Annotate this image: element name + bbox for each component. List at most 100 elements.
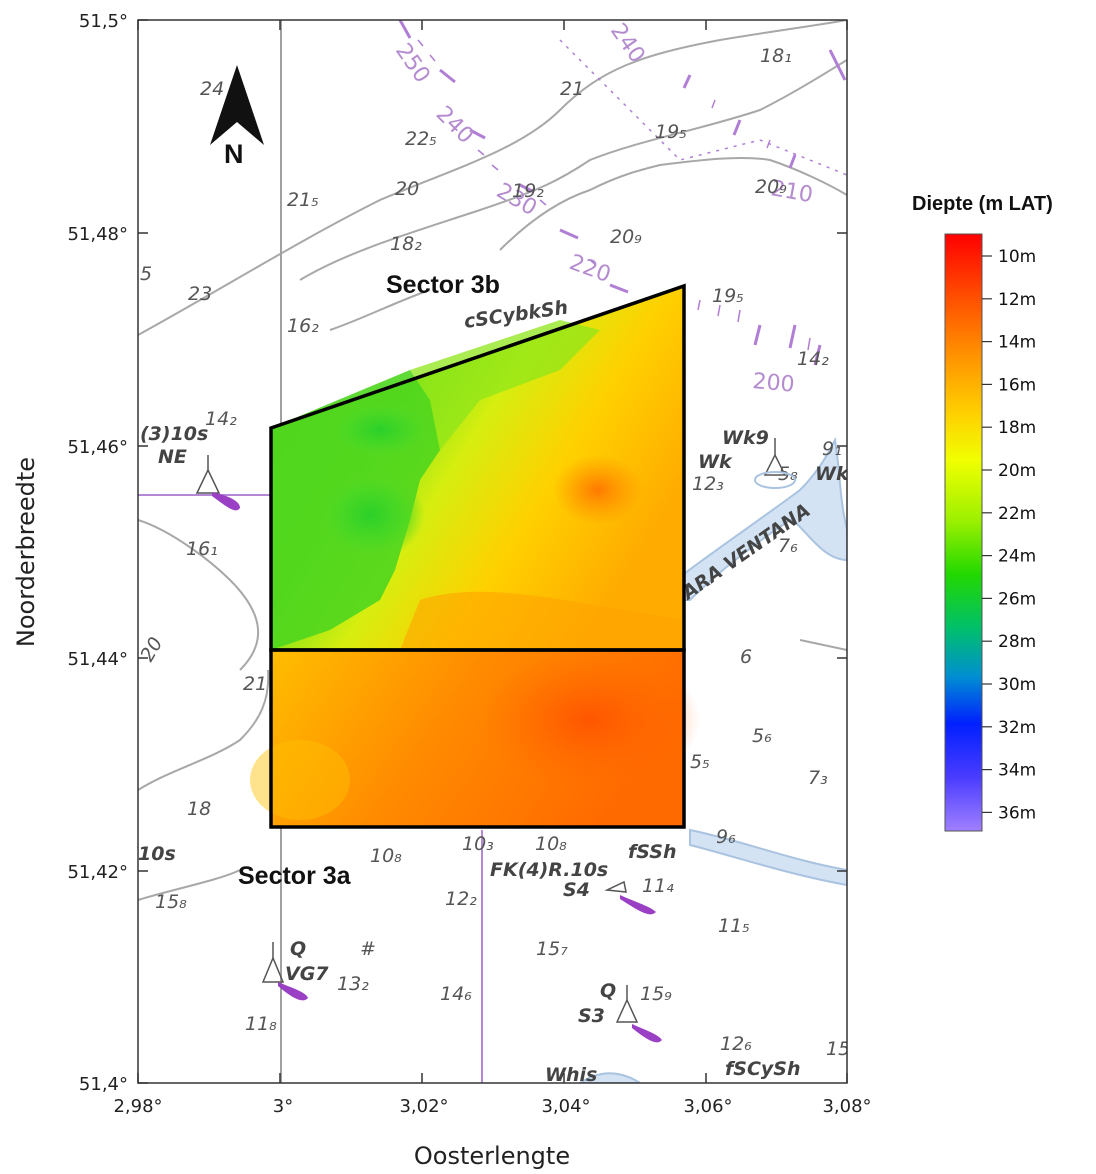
sounding: 15₉ — [640, 983, 672, 1005]
depth-soundings: 24 21 18₁ 22₅ 19₅ 20 21₅ 19₂ 20₉ 18₂ 20₉… — [138, 45, 850, 1060]
buoy-characteristic: Q — [290, 938, 306, 960]
sector-3b-label: Sector 3b — [386, 271, 500, 299]
sector-3a-label: Sector 3a — [238, 862, 352, 890]
sounding: 21 — [560, 78, 584, 100]
buoy-name: NE — [158, 446, 187, 468]
sounding: 14₂ — [797, 348, 829, 370]
legend-tick-label: 14m — [998, 333, 1036, 353]
sounding: 15 — [826, 1038, 850, 1060]
sounding: 24 — [200, 78, 224, 100]
x-axis: 2,98° 3° 3,02° 3,04° 3,06° 3,08° Oosterl… — [113, 1096, 871, 1170]
x-axis-title: Oosterlengte — [414, 1142, 570, 1170]
y-tick-label: 51,42° — [67, 862, 128, 883]
compass-rose-ticks — [398, 20, 847, 366]
buoy-icon — [261, 942, 308, 1001]
sounding: 5₅ — [690, 751, 710, 773]
sounding: 5 — [140, 263, 152, 285]
sounding: 21₅ — [287, 189, 319, 211]
wreck-label: Wk — [815, 463, 850, 485]
buoy-icon — [615, 985, 662, 1043]
compass-minor-ticks — [417, 39, 811, 351]
sounding: 9₆ — [716, 826, 736, 848]
sounding: 11₄ — [642, 875, 674, 897]
buoy-icon — [604, 880, 656, 915]
legend-tick-label: 22m — [998, 504, 1036, 524]
legend-tick-label: 32m — [998, 718, 1036, 738]
light-characteristic: (3)10s — [140, 423, 208, 445]
x-tick-label: 3,08° — [822, 1096, 871, 1117]
legend-tick-label: 20m — [998, 461, 1036, 481]
y-axis-title: Noorderbreedte — [12, 457, 40, 647]
seabed-label: fSCySh — [725, 1058, 801, 1080]
sounding: 11₅ — [718, 915, 750, 937]
depth-legend: Diepte (m LAT) 10m 12m 14m 16m 18m 20m 22m 24m 2… — [912, 193, 1053, 832]
sounding: 9₁ — [822, 438, 842, 460]
legend-tick-label: 24m — [998, 547, 1036, 567]
sounding: 21 — [243, 673, 267, 695]
sounding: 12₃ — [692, 473, 724, 495]
x-tick-label: 3° — [273, 1096, 293, 1117]
x-tick-label: 3,06° — [683, 1096, 732, 1117]
sounding: 13₂ — [337, 973, 369, 995]
sounding: 5₆ — [752, 725, 772, 747]
sounding: 19₅ — [655, 121, 687, 143]
sounding: 7₆ — [778, 535, 798, 557]
buoy-name: VG7 — [285, 963, 329, 985]
sounding: 12₂ — [445, 888, 477, 910]
wreck-label: Wk — [698, 451, 733, 473]
sounding: 6 — [740, 646, 752, 668]
wreck-hash-icon: # — [360, 938, 376, 960]
legend-tick-label: 34m — [998, 761, 1036, 781]
legend-ticks: 10m 12m 14m 16m 18m 20m 22m 24m 26m 28m 30m 32m 34m 3… — [982, 247, 1036, 823]
sounding: 23 — [188, 283, 212, 305]
sounding: 22₅ — [405, 128, 437, 150]
sounding: 20₉ — [755, 176, 787, 198]
north-label: N — [224, 139, 244, 169]
wreck-buoy-icon — [754, 438, 796, 489]
sector-3a-heatmap — [250, 650, 700, 827]
sounding: 19₂ — [512, 180, 544, 202]
x-tick-label: 2,98° — [113, 1096, 162, 1117]
sounding: 15₇ — [536, 938, 568, 960]
sounding: 7₃ — [808, 767, 828, 789]
x-tick-label: 3,04° — [541, 1096, 590, 1117]
sounding: 16₁ — [186, 538, 218, 560]
sounding: 10₈ — [535, 833, 567, 855]
legend-tick-label: 10m — [998, 247, 1036, 267]
legend-tick-label: 36m — [998, 803, 1036, 823]
legend-tick-label: 26m — [998, 589, 1036, 609]
deep-water-channel — [647, 436, 847, 601]
sounding: 10₈ — [370, 845, 402, 867]
sounding: 16₂ — [287, 315, 319, 337]
wreck-label: Wk9 — [722, 427, 769, 449]
y-tick-label: 51,5° — [79, 11, 128, 32]
map-frame — [137, 19, 848, 1084]
buoy-characteristic: FK(4)R.10s — [490, 859, 608, 881]
sounding: 20 — [395, 178, 419, 200]
sector-3b-heatmap — [271, 286, 684, 650]
depth-contours — [138, 20, 847, 901]
buoy-name: S3 — [578, 1005, 605, 1027]
legend-tick-label: 12m — [998, 290, 1036, 310]
buoy-name: S4 — [563, 879, 590, 901]
legend-tick-label: 16m — [998, 375, 1036, 395]
x-tick-label: 3,02° — [399, 1096, 448, 1117]
sounding: 15₈ — [155, 891, 187, 913]
sounding: 18₂ — [390, 233, 422, 255]
legend-tick-label: 18m — [998, 418, 1036, 438]
legend-tick-label: 30m — [998, 675, 1036, 695]
sounding: 20₉ — [610, 226, 642, 248]
sounding: 19₅ — [712, 285, 744, 307]
sounding: 14₂ — [205, 408, 237, 430]
y-tick-label: 51,4° — [79, 1074, 128, 1095]
axis-ticks — [137, 19, 848, 1084]
sounding: 11₈ — [245, 1013, 277, 1035]
seabed-label: fSSh — [628, 841, 676, 863]
bearing-label: 200 — [751, 369, 795, 398]
legend-title: Diepte (m LAT) — [912, 193, 1053, 215]
sounding: 12₆ — [720, 1033, 752, 1055]
legend-colorbar — [944, 233, 983, 832]
sounding: 10₃ — [462, 833, 494, 855]
light-characteristic: 10s — [138, 843, 176, 865]
sounding: 18₁ — [760, 45, 792, 67]
